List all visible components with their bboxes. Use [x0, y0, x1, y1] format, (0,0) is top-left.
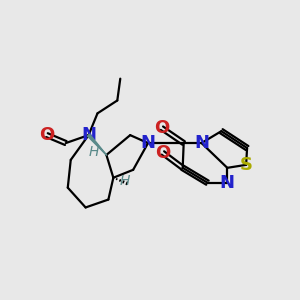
Text: O: O: [154, 119, 170, 137]
Text: N: N: [220, 174, 235, 192]
Polygon shape: [88, 134, 106, 155]
Text: S: S: [240, 156, 253, 174]
Text: H: H: [89, 145, 99, 159]
Text: N: N: [194, 134, 209, 152]
Text: N: N: [140, 134, 155, 152]
Text: N: N: [81, 126, 96, 144]
Text: O: O: [39, 126, 55, 144]
Text: O: O: [155, 144, 170, 162]
Text: H: H: [120, 174, 130, 188]
